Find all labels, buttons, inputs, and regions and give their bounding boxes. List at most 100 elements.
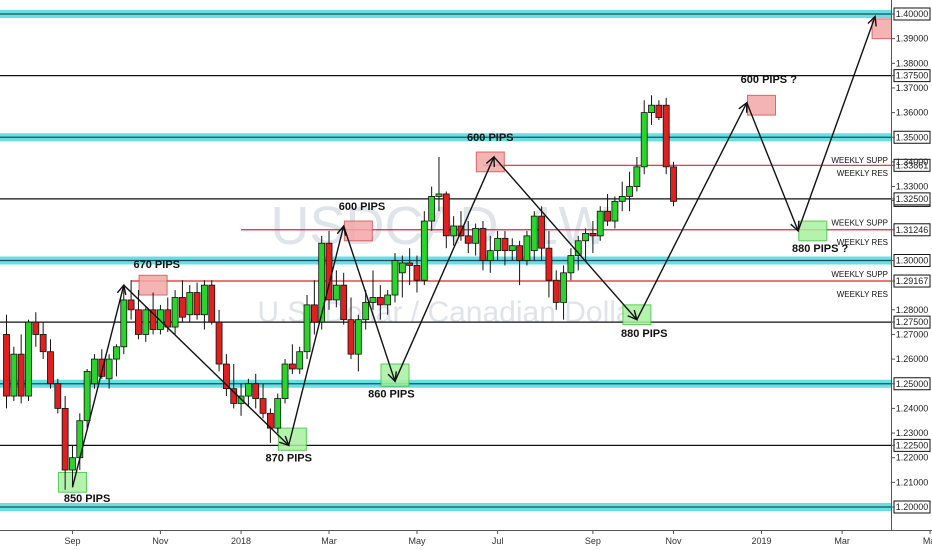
candle-body	[340, 284, 348, 321]
candle	[201, 280, 208, 330]
price-tick-label: 1.33861	[896, 160, 929, 170]
candle-body	[98, 358, 106, 377]
time-tick-label: Mai	[923, 536, 932, 546]
weekly-labels: WEEKLY SUPP WEEKLY RES WEEKLY SUPP WEEKLY R…	[831, 156, 888, 299]
candle-body	[113, 346, 120, 360]
candle	[340, 272, 348, 325]
candle-body	[494, 237, 502, 252]
candle-body	[552, 279, 560, 303]
candle	[413, 255, 421, 293]
candle	[530, 211, 538, 261]
zone-box-red-1	[138, 274, 168, 296]
candle-body	[10, 353, 18, 397]
candle	[274, 393, 282, 434]
pips-label: 670 PIPS	[134, 259, 180, 271]
price-tick-label: 1.34000	[896, 157, 929, 167]
candle	[508, 238, 516, 261]
time-tick-label: May	[408, 536, 426, 546]
candle	[494, 230, 502, 261]
candle-body	[252, 383, 260, 399]
price-tick-label: 1.37500	[896, 71, 929, 81]
candle-body	[332, 284, 340, 301]
candle-body	[384, 294, 392, 306]
candle-body	[17, 353, 25, 397]
candle	[450, 216, 458, 246]
candle-body	[32, 321, 40, 335]
candle	[523, 230, 531, 266]
candle-body	[54, 383, 62, 409]
candle	[54, 378, 62, 414]
candle-body	[215, 321, 223, 365]
price-tick-label: 1.23000	[896, 428, 929, 438]
candle-body	[472, 228, 480, 244]
candle-body	[633, 166, 641, 187]
price-tick-label: 1.38000	[896, 58, 929, 68]
candle-body	[69, 457, 76, 471]
price-tick-label: 1.39000	[896, 34, 929, 44]
candle	[376, 285, 384, 320]
candle	[157, 304, 164, 335]
time-tick-label: 2018	[231, 536, 251, 546]
price-tick-label: 1.28000	[896, 305, 929, 315]
candle-body	[596, 210, 604, 237]
candle-body	[516, 245, 523, 261]
price-tick-label: 1.30000	[896, 256, 929, 266]
candle	[25, 319, 32, 402]
candle	[604, 193, 611, 226]
candle-body	[193, 292, 201, 316]
candle-body	[208, 284, 216, 323]
price-tick-label: 1.22000	[896, 453, 929, 463]
candle	[127, 280, 135, 320]
candle-body	[47, 351, 54, 385]
candle-body	[662, 104, 670, 168]
weekly-level-label: WEEKLY SUPP	[831, 270, 888, 279]
candle	[611, 196, 619, 229]
pips-label: 850 PIPS	[64, 493, 110, 505]
candle	[479, 221, 487, 271]
candle	[472, 223, 480, 256]
pips-label: 880 PIPS	[621, 328, 667, 340]
candle-body	[420, 220, 428, 281]
candle	[252, 373, 260, 409]
candle-body	[398, 262, 406, 274]
candle	[442, 191, 450, 249]
price-tick-label: 1.20000	[896, 502, 929, 512]
candle	[222, 354, 230, 397]
zigzag-segment	[493, 156, 638, 321]
price-tick-label: 1.40000	[896, 9, 929, 19]
candle	[596, 206, 604, 241]
candle	[76, 413, 84, 471]
candle-body	[611, 200, 619, 222]
time-tick-label: 2019	[751, 536, 771, 546]
candle-body	[486, 250, 494, 261]
candle-body	[435, 193, 443, 197]
time-tick-label: Nov	[152, 536, 169, 546]
time-tick-label: Sep	[585, 536, 601, 546]
zigzag-segment	[394, 156, 495, 382]
candle-body	[670, 166, 677, 202]
candle	[406, 248, 414, 286]
candle-body	[105, 358, 113, 380]
candle-body	[640, 112, 648, 168]
candle	[420, 211, 428, 286]
zigzag-arrowhead	[867, 14, 877, 27]
weekly-level-label: WEEKLY SUPP	[831, 156, 888, 165]
zone-box-red-3	[343, 220, 373, 242]
candle-body	[244, 383, 252, 397]
candle-body	[655, 104, 663, 118]
price-tick-label: 1.26000	[896, 354, 929, 364]
candle	[435, 156, 443, 212]
candle	[347, 297, 355, 360]
candle	[179, 280, 186, 323]
candle	[208, 280, 216, 325]
candle	[633, 156, 641, 192]
time-tick-label: Jul	[492, 536, 504, 546]
candle-body	[127, 299, 135, 311]
candles	[3, 95, 677, 490]
candle	[281, 359, 289, 404]
time-tick-label: Mar	[321, 536, 337, 546]
pips-label: 860 PIPS	[368, 388, 414, 400]
candle-body	[538, 215, 545, 249]
time-tick-label: Mar	[834, 536, 850, 546]
